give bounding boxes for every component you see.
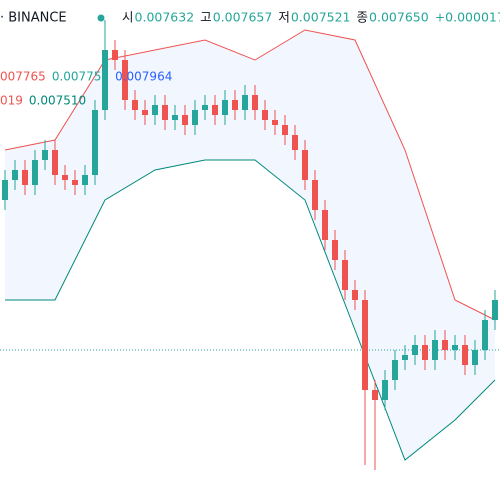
ohlc-legend: 0.007521 bbox=[291, 10, 351, 25]
candle-body bbox=[312, 180, 318, 210]
ohlc-legend: 0.007632 bbox=[135, 10, 195, 25]
ohlc-legend: 고 bbox=[200, 10, 212, 25]
candle-body bbox=[132, 100, 138, 110]
candle-body bbox=[202, 105, 208, 110]
candle-body bbox=[482, 320, 488, 350]
candle-body bbox=[72, 180, 78, 185]
candle-body bbox=[272, 120, 278, 125]
candle-body bbox=[12, 170, 18, 180]
candle-body bbox=[412, 345, 418, 355]
candle-body bbox=[242, 95, 248, 110]
bb_legend: 0.007510 bbox=[29, 94, 86, 108]
candle-body bbox=[92, 110, 98, 175]
candle-body bbox=[382, 380, 388, 400]
candle-body bbox=[302, 150, 308, 180]
status-dot bbox=[97, 14, 105, 22]
candle-body bbox=[352, 290, 358, 300]
candle-body bbox=[422, 345, 428, 360]
ohlc-legend: 종 bbox=[357, 10, 369, 25]
candle-body bbox=[2, 180, 8, 200]
candle-body bbox=[122, 60, 128, 100]
candle-body bbox=[322, 210, 328, 240]
candle-body bbox=[42, 150, 48, 160]
candle-body bbox=[212, 105, 218, 115]
candle-body bbox=[392, 360, 398, 380]
candle-body bbox=[462, 345, 468, 365]
ohlc-legend: 0.007657 bbox=[213, 10, 273, 25]
candle-body bbox=[252, 95, 258, 110]
band-fill bbox=[5, 30, 495, 460]
candle-body bbox=[342, 260, 348, 290]
candle-body bbox=[362, 300, 368, 390]
candle-body bbox=[292, 135, 298, 150]
candle-body bbox=[102, 50, 108, 110]
band-upper bbox=[4, 29, 496, 321]
ma_legend: 007765 bbox=[0, 70, 46, 84]
candle-body bbox=[182, 115, 188, 125]
ohlc-legend: 0.007650 bbox=[369, 10, 429, 25]
ohlc-legend: 저 bbox=[278, 10, 290, 25]
candle-body bbox=[52, 150, 58, 175]
ma_legend: 0.007964 bbox=[115, 70, 172, 84]
candle-body bbox=[22, 170, 28, 185]
candle-body bbox=[442, 340, 448, 350]
candle-body bbox=[142, 110, 148, 115]
candle-body bbox=[432, 340, 438, 360]
candle-body bbox=[62, 175, 68, 180]
candle-body bbox=[152, 105, 158, 115]
exchange-label: · BINANCE bbox=[0, 11, 67, 26]
candle-body bbox=[192, 110, 198, 125]
candle-body bbox=[112, 50, 118, 60]
candle-body bbox=[232, 100, 238, 110]
candle-body bbox=[222, 100, 228, 115]
candle-body bbox=[282, 125, 288, 135]
band-lower bbox=[5, 159, 496, 461]
ohlc-legend: 시 bbox=[122, 10, 134, 25]
candle-body bbox=[162, 105, 168, 120]
candle-body bbox=[402, 355, 408, 360]
candle-body bbox=[372, 390, 378, 400]
bb_legend: 019 bbox=[0, 94, 23, 108]
candle-body bbox=[332, 240, 338, 260]
candle-body bbox=[82, 175, 88, 185]
candle-body bbox=[172, 115, 178, 120]
ma_legend: 0.007752 bbox=[52, 70, 109, 84]
candle-body bbox=[32, 160, 38, 185]
candle-body bbox=[492, 300, 498, 320]
candle-body bbox=[452, 345, 458, 350]
candle-body bbox=[472, 350, 478, 365]
candle-body bbox=[262, 110, 268, 120]
ohlc-legend: +0.000017 (+ bbox=[435, 10, 500, 25]
